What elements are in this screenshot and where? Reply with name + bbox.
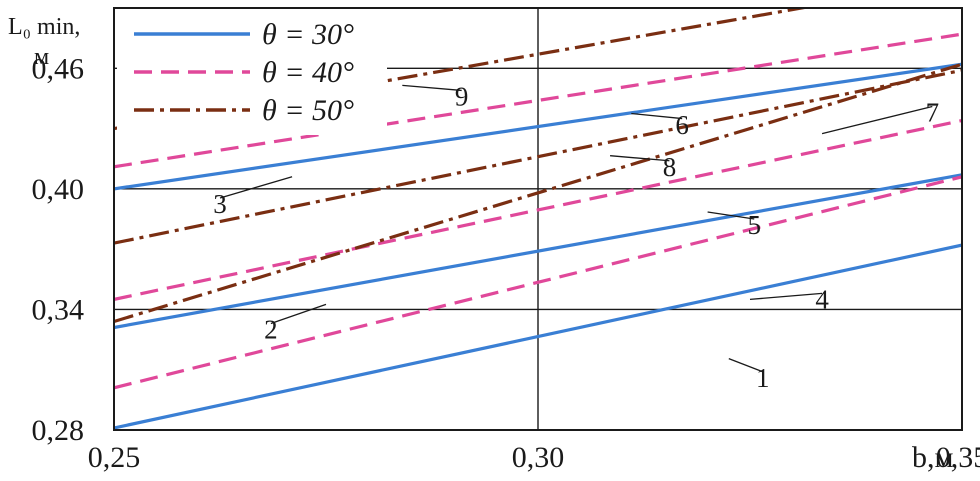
series-line-1 [114,243,962,430]
callout-leader [219,176,293,199]
callout-label: 5 [747,210,761,240]
y-axis-title: L₀ min, [8,14,80,40]
series-line-5 [114,118,962,301]
callout-leader [402,84,462,92]
series-line-2 [114,173,962,330]
callout-leader [821,105,933,135]
series-line-8 [114,62,962,324]
callout-label: 4 [815,285,829,315]
curve-callouts: 1 2 3 4 5 6 7 8 9 [213,82,939,393]
y-tick-label: 0,40 [32,173,85,206]
callout-leader [270,303,327,325]
legend-label: θ = 50° [262,94,354,127]
series-line-6 [114,32,962,169]
plot-frame [113,7,963,431]
callout-leader [631,112,683,120]
x-tick-label: 0,35 [936,441,980,474]
callout-label: 8 [663,152,677,182]
callout-leader [749,292,823,301]
callout-label: 6 [675,110,689,140]
x-tick-label: 0,30 [512,441,565,474]
series-line-3 [114,62,962,191]
legend-label: θ = 40° [262,56,354,89]
callout-leader [707,211,755,220]
y-axis-unit: м [34,44,49,70]
x-axis-title: b,м [912,441,954,474]
series-line-4 [114,175,962,390]
callout-leader [728,358,763,373]
series-lines [114,8,962,430]
callout-label: 1 [756,363,770,393]
x-tick-label: 0,25 [88,441,141,474]
series-line-7 [114,68,962,245]
y-tick-label: 0,34 [32,293,85,326]
y-tick-label: 0,28 [32,414,85,447]
legend-label: θ = 30° [262,18,354,51]
tick-labels: 0,25 0,30 0,35 0,28 0,34 0,40 0,46 [32,52,980,474]
callout-label: 7 [926,98,940,128]
legend: θ = 30° θ = 40° θ = 50° [117,11,387,135]
callout-label: 3 [213,189,227,219]
callout-leader [610,155,670,162]
y-tick-label: 0,46 [32,52,85,85]
callout-label: 2 [264,315,278,345]
callout-label: 9 [455,82,469,112]
